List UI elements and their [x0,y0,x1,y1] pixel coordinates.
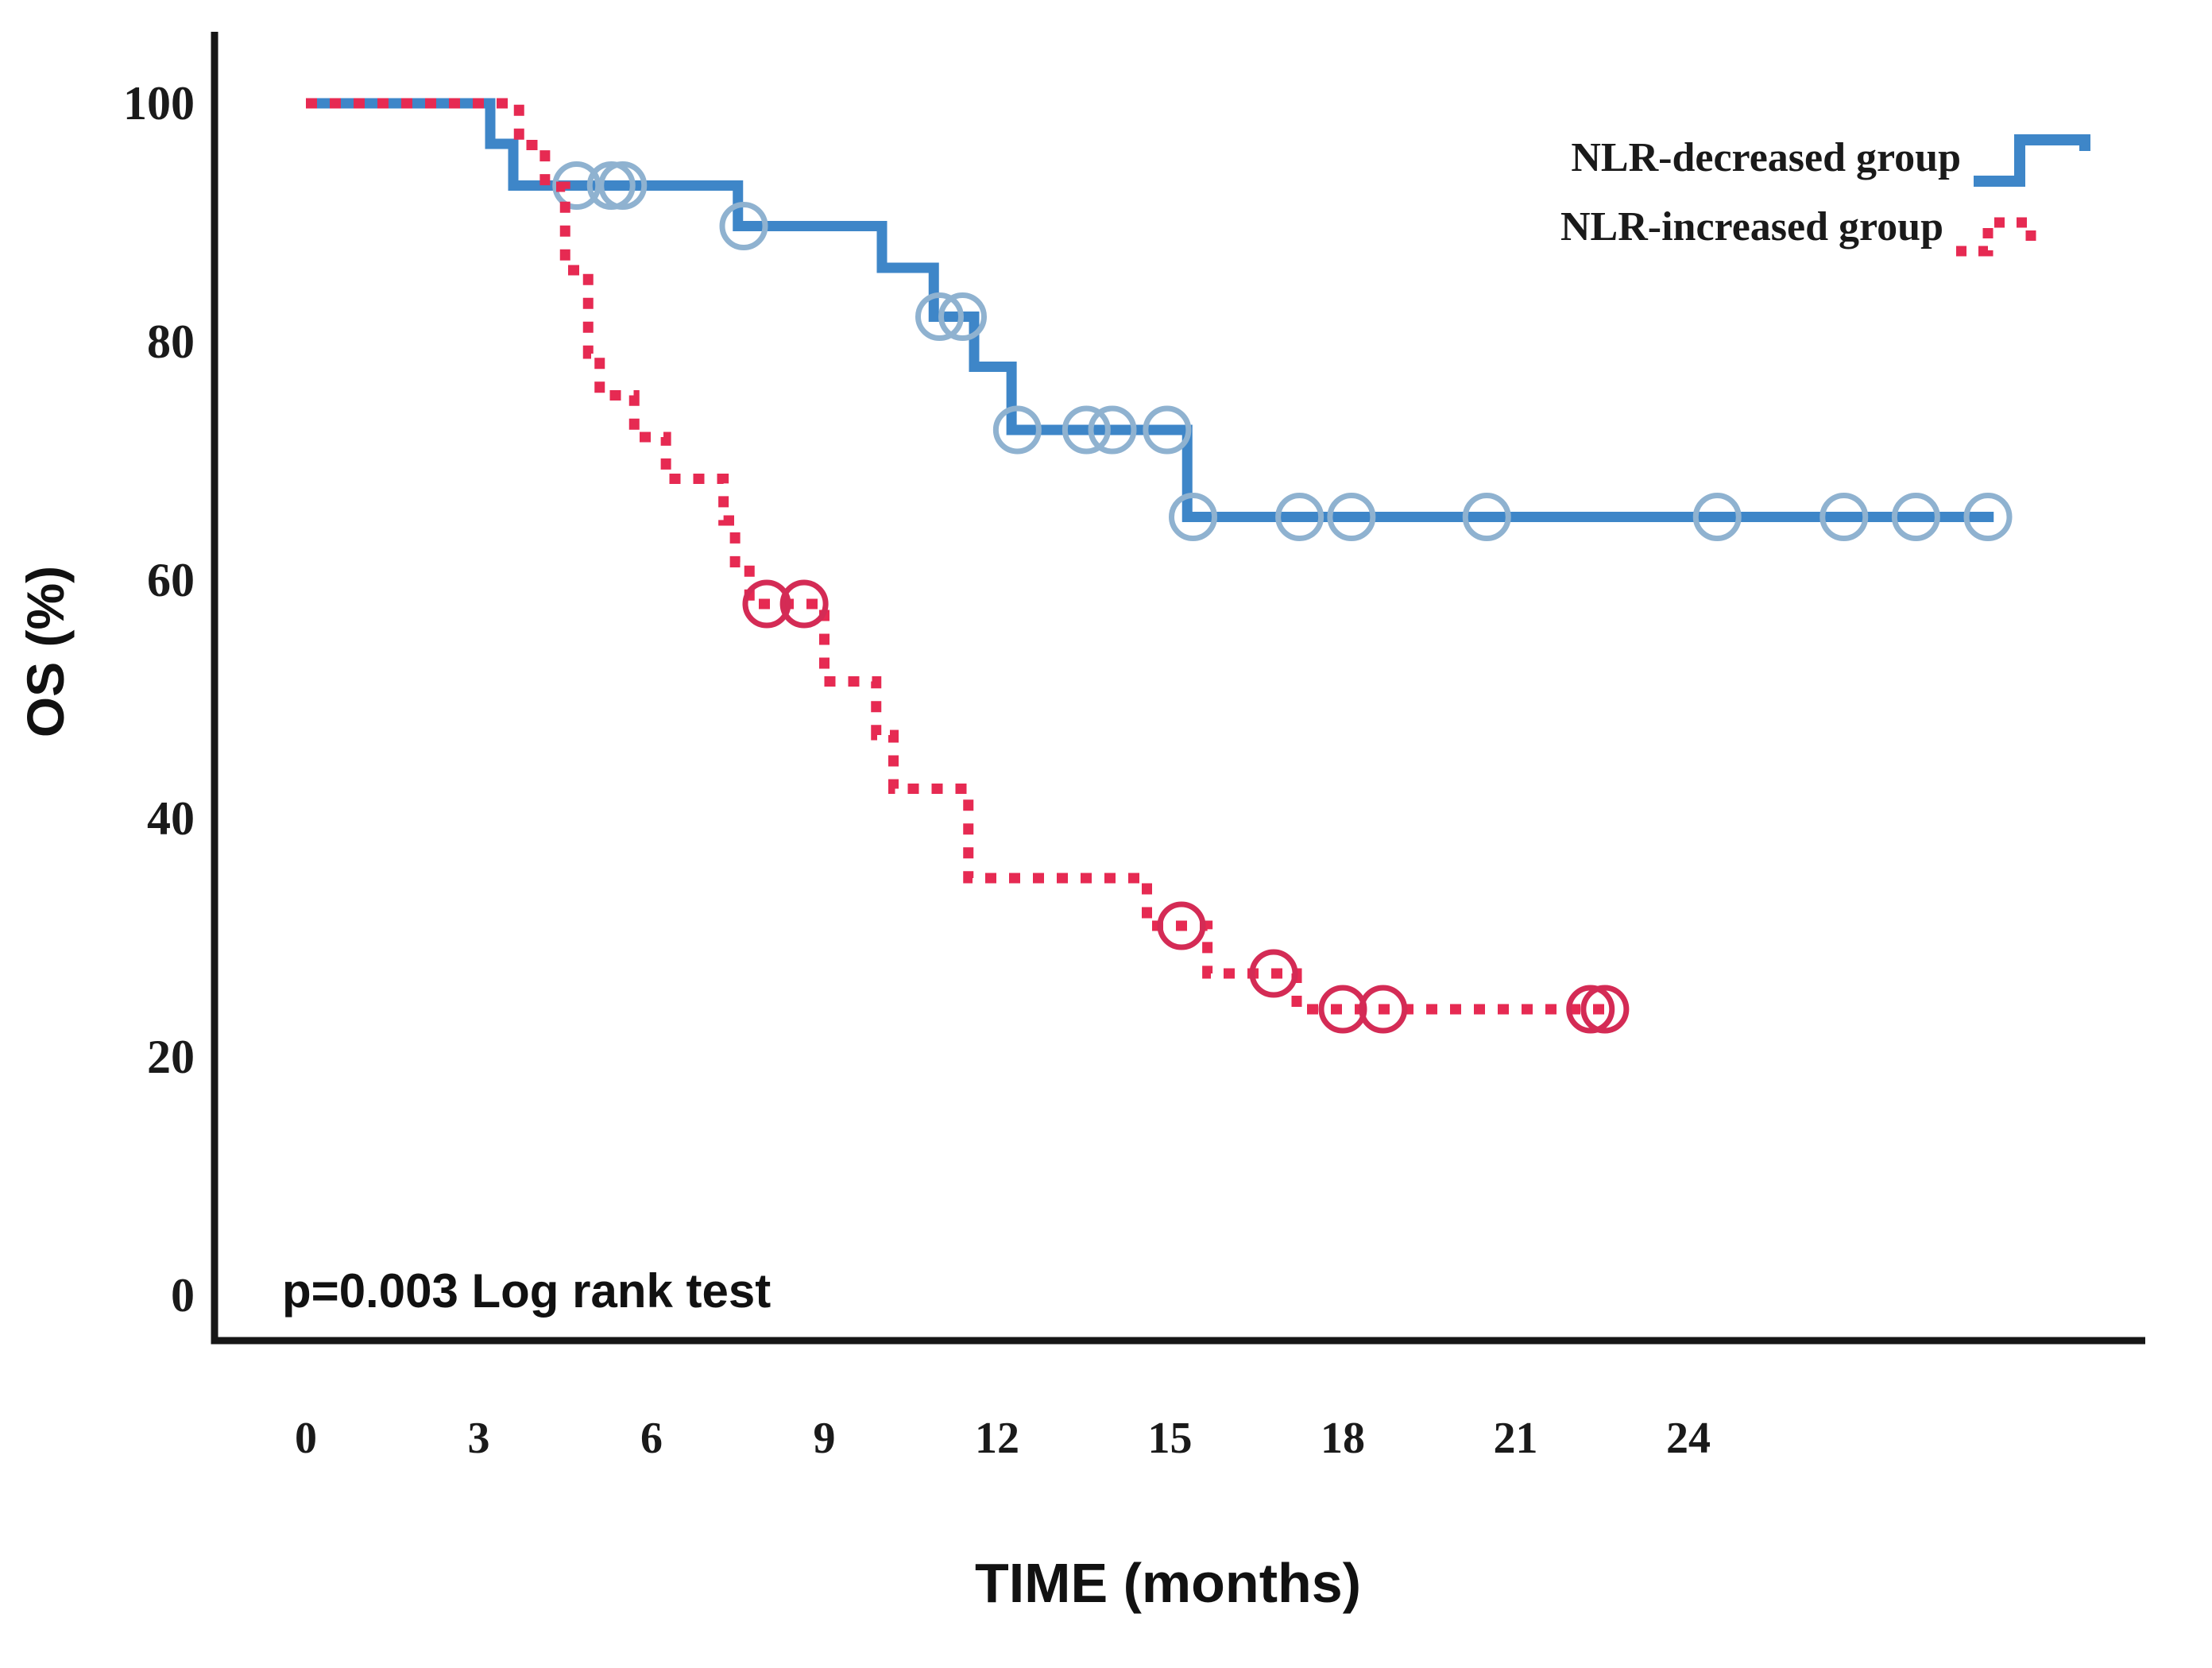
y-axis-title: OS (%) [16,566,75,737]
censor-mark [742,579,791,629]
y-tick-label: 60 [147,554,195,606]
censor-mark [992,405,1042,455]
legend-swatch-nlr-increased-dotted-step [1956,217,2036,257]
censor-mark [1327,493,1376,541]
censor-mark [779,579,829,629]
legend-label-nlr-increased: NLR-increased group [1560,204,1943,250]
legend-label-nlr-decreased: NLR-decreased group [1571,135,1961,180]
censor-mark [1580,985,1630,1034]
x-tick-label: 24 [1666,1414,1711,1463]
x-tick-label: 9 [814,1414,836,1463]
x-tick-label: 12 [975,1414,1019,1463]
censor-mark [1157,901,1206,950]
censor-mark [1275,493,1324,541]
censor-mark [1891,493,1940,541]
censor-mark [1462,493,1511,541]
censor-mark [1359,985,1408,1034]
x-tick-label: 0 [295,1414,317,1463]
censor-mark [719,202,768,250]
censor-mark [1692,493,1742,541]
legend-swatch-nlr-decreased-solid-step [1974,134,2090,187]
survival-curve-nlr-increased [306,98,1617,1015]
censor-mark [586,161,636,210]
series-layer [306,98,2013,1034]
y-tick-label: 40 [147,792,195,845]
y-tick-labels: 0 20 40 60 80 100 [123,77,195,1322]
censor-mark [1819,493,1869,541]
censor-mark [915,292,964,341]
censor-mark [1088,405,1137,455]
censor-mark [1062,405,1111,455]
legend-item-nlr-increased: NLR-increased group [1560,204,2036,257]
x-tick-label: 18 [1321,1414,1365,1463]
legend-item-nlr-decreased: NLR-decreased group [1571,134,2090,187]
y-tick-label: 100 [123,77,195,130]
censor-mark [1249,949,1298,998]
censor-mark [1963,493,2013,541]
x-tick-label: 3 [468,1414,490,1463]
y-tick-label: 20 [147,1031,195,1083]
censor-mark [938,292,987,341]
p-value-annotation: p=0.003 Log rank test [282,1264,771,1318]
x-axis-title: TIME (months) [975,1552,1361,1614]
y-tick-label: 0 [171,1269,195,1322]
x-tick-label: 21 [1494,1414,1538,1463]
censor-mark [552,161,601,210]
censor-mark [598,161,648,210]
legend: NLR-decreased group NLR-increased group [1560,134,2090,257]
y-tick-label: 80 [147,315,195,368]
x-tick-label: 15 [1148,1414,1193,1463]
x-tick-label: 6 [640,1414,663,1463]
censor-mark [1566,985,1615,1034]
x-tick-labels: 0 3 6 9 12 15 18 21 24 [295,1414,1711,1463]
censor-mark [1169,493,1217,541]
censor-mark [1143,405,1192,455]
